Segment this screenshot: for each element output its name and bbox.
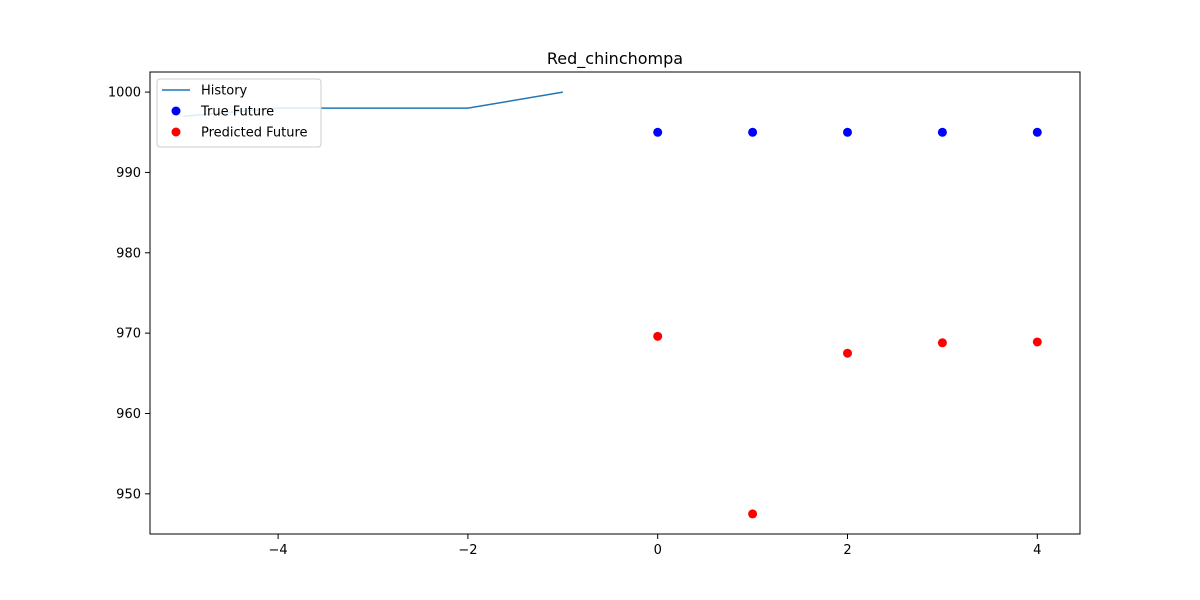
x-axis: −4 −2 0 2 4 [269,534,1041,558]
axes-frame [149,71,1081,535]
legend-box [156,78,322,148]
true-future-point-2 [843,127,852,137]
y-tick-label: 990 [116,166,141,181]
true-future-point-4 [1032,127,1042,137]
x-tick-label: 4 [1033,543,1041,558]
x-tick-label: 2 [843,543,851,558]
x-tick-label: −2 [458,543,477,558]
legend-marker-swatch [171,106,181,116]
y-tick-label: 1000 [108,86,141,101]
y-tick-label: 970 [116,327,141,342]
predicted-future-point-2 [843,348,852,358]
legend-label: True Future [200,105,274,120]
predicted-future-point-0 [653,331,663,341]
legend-label: Predicted Future [201,126,308,141]
true-future-point-1 [748,127,758,137]
x-tick-label: −4 [269,543,288,558]
y-tick-label: 950 [116,487,141,502]
predicted-future-point-4 [1032,337,1042,347]
legend-marker-swatch [171,127,181,137]
y-tick-label: 980 [116,246,141,261]
true-future-point-3 [937,127,947,137]
y-tick-label: 960 [116,407,141,422]
chart-title: Red_chinchompa [547,49,683,69]
predicted-future-point-1 [748,509,758,519]
x-tick-label: 0 [654,543,662,558]
predicted-future-point-3 [937,338,947,348]
legend: History True Future Predicted Future [156,78,322,148]
legend-label: History [201,84,248,99]
true-future-point-0 [653,127,663,137]
y-axis: 950 960 970 980 990 1000 [108,86,150,502]
